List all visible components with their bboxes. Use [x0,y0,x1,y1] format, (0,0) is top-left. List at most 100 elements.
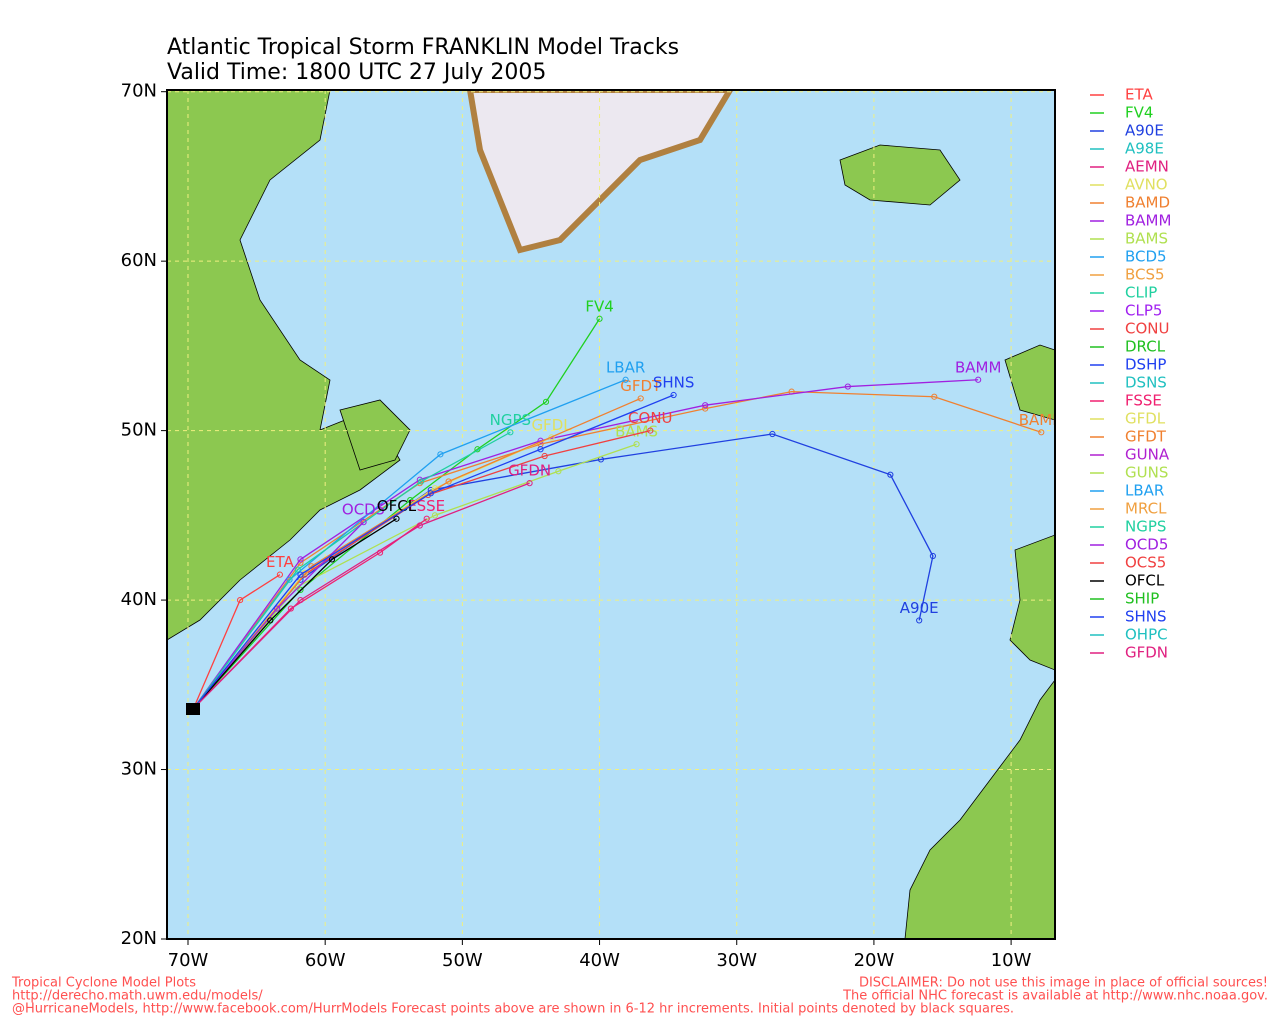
track-point [526,480,533,487]
track-point [637,395,644,402]
iberia [1009,534,1055,671]
y-tick-label: 70N [121,81,157,102]
track-label: GFDT [620,377,662,395]
legend-label: GUNS [1125,464,1168,482]
track-label: OFCL [377,497,417,515]
track-point [702,405,709,412]
footer-right: DISCLAIMER: Do not use this image in pla… [859,976,1268,991]
track-label: NGPS [490,411,531,429]
x-tick-label: 10W [991,950,1032,971]
track-point [328,556,336,563]
legend-label: A98E [1125,140,1164,158]
track-point [297,556,304,563]
track-label: ETA [266,553,294,571]
legend-label: CONU [1125,320,1169,338]
x-tick-label: 40W [579,950,620,971]
axes: 70W 60W 50W 40W 30W 20W 10W 20N 30N 40N 50N 60N 70N [121,81,1032,971]
legend-label: SHIP [1125,590,1159,608]
track-label: A90E [900,599,939,617]
track-point [445,478,452,485]
legend-label: OCS5 [1125,554,1166,572]
legend-label: DSHP [1125,356,1166,374]
grid [167,90,1055,939]
track-point [769,430,776,438]
track-point [393,515,400,522]
track-point [541,452,548,460]
track-point [537,446,544,453]
legend-label: BCD5 [1125,248,1167,266]
initial-point [186,703,200,715]
track [192,379,979,709]
legend-label: CLP5 [1125,302,1162,320]
track-point [931,393,938,400]
legend-label: AVNO [1125,176,1168,194]
track-point [276,571,284,578]
legend-label: SHNS [1125,608,1167,626]
track-point [423,515,430,522]
plot-frame [166,89,1056,940]
legend-label: OFCL [1125,572,1165,590]
track-point [670,391,677,399]
footer-right: The official NHC forecast is available a… [842,989,1268,1004]
legend-label: OHPC [1125,626,1168,644]
legend-label: BAMS [1125,230,1168,248]
x-tick-label: 70W [168,950,209,971]
track-point [596,315,603,322]
legend-label: DSNS [1125,374,1167,392]
legend-label: FSSE [1125,392,1162,410]
legend-label: NGPS [1125,518,1166,536]
track [192,390,1042,709]
chart-subtitle: Valid Time: 1800 UTC 27 July 2005 [167,60,546,85]
track-point [929,552,937,560]
map: ETAFV4A90EBAMDBAMMBAMSCONUFSSEGFDLGFDTLB… [167,90,1055,939]
legend-label: LBAR [1125,482,1164,500]
track-label: BAMM [955,358,1001,376]
track-point [916,617,923,624]
legend-label: BCS5 [1125,266,1165,284]
x-tick-label: 60W [305,950,346,971]
y-tick-label: 60N [121,250,157,271]
track-point [633,441,640,448]
track-label: GFDN [508,462,551,480]
track [193,482,530,709]
legend-label: DRCL [1125,338,1166,356]
track [192,574,281,709]
y-tick-label: 30N [121,759,157,780]
track-point [507,429,514,436]
legend-label: OCD5 [1125,536,1168,554]
legend-label: FV4 [1125,104,1153,122]
legend-label: GFDL [1125,410,1166,428]
track-point [274,605,281,612]
track-label: GFDL [531,416,572,434]
track-label: CONU [628,409,672,427]
track-point [887,471,894,478]
footer-left: @HurricaneModels, http://www.facebook.co… [12,1002,1014,1017]
track [192,518,397,709]
y-tick-label: 20N [121,928,157,949]
footer-left: Tropical Cyclone Model Plots [11,976,196,991]
x-tick-label: 30W [716,950,757,971]
iceland [839,144,961,206]
chart-title: Atlantic Tropical Storm FRANKLIN Model T… [167,35,679,60]
track-label: OCD5 [342,501,385,519]
x-tick-label: 50W [442,950,483,971]
track [192,394,674,709]
legend-label: CLIP [1125,284,1157,302]
legend-label: AEMN [1125,158,1169,176]
x-tick-label: 20W [854,950,895,971]
track-point [647,427,654,434]
legend-label: BAMM [1125,212,1171,230]
track [192,521,365,709]
track-point [418,478,425,485]
footer-left: http://derecho.math.uwm.edu/models/ [12,989,263,1004]
track-point [542,398,550,405]
ireland [1004,344,1055,421]
track-label: SHNS [653,374,695,392]
track-point [267,617,274,624]
track-point [622,376,629,383]
africa [904,679,1055,939]
track [192,443,637,709]
y-tick-label: 50N [121,420,157,441]
track-label: LBAR [606,358,645,376]
